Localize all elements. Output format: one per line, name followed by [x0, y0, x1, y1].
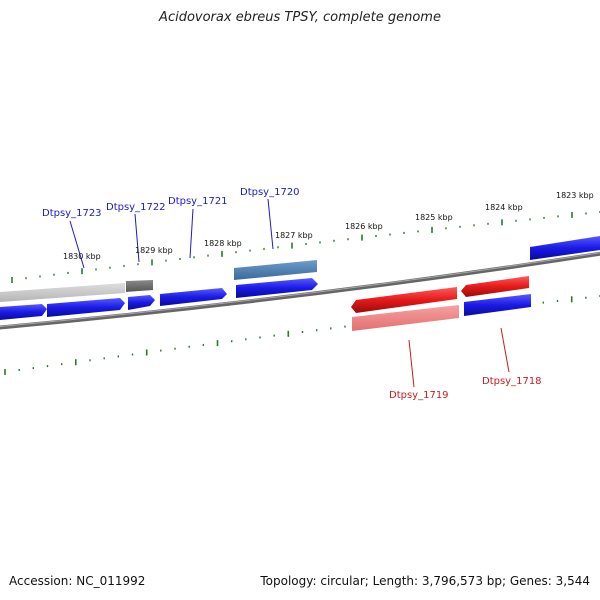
map-title: Acidovorax ebreus TPSY, complete genome — [159, 10, 441, 25]
gene-label-dtpsy-1718[interactable]: Dtpsy_1718 — [482, 376, 542, 387]
ruler-track-upper — [11, 211, 600, 283]
gene-box-forward — [464, 294, 531, 316]
feature-box-steel-blue — [234, 260, 317, 280]
gene-arrow-forward — [47, 298, 125, 317]
genome-backbone — [0, 251, 600, 330]
scale-label-1824: 1824 kbp — [485, 203, 523, 212]
gene-arrow-dtpsy-1721 — [160, 288, 227, 306]
gene-arrow-dtpsy-1722 — [128, 295, 155, 310]
scale-label-1826: 1826 kbp — [345, 222, 383, 231]
leader-line-dtpsy-1721 — [189, 208, 194, 259]
leader-line-dtpsy-1718 — [500, 327, 510, 373]
scale-label-1828: 1828 kbp — [204, 239, 242, 248]
scale-label-1823: 1823 kbp — [556, 191, 594, 200]
genome-summary-text: Topology: circular; Length: 3,796,573 bp… — [260, 574, 590, 588]
gene-box-dtpsy-1719-pale — [352, 305, 459, 331]
gene-arrow-dtpsy-1719 — [351, 287, 457, 313]
gene-label-dtpsy-1722[interactable]: Dtpsy_1722 — [106, 202, 166, 213]
accession-text: Accession: NC_011992 — [9, 574, 146, 588]
gene-label-dtpsy-1721[interactable]: Dtpsy_1721 — [168, 196, 228, 207]
scale-label-1830: 1830 kbp — [63, 252, 101, 261]
gene-arrow-forward — [0, 304, 47, 320]
leader-line-dtpsy-1719 — [408, 339, 415, 388]
leader-line-dtpsy-1723 — [69, 220, 85, 269]
leader-line-dtpsy-1722 — [134, 213, 140, 263]
gene-label-dtpsy-1723[interactable]: Dtpsy_1723 — [42, 208, 102, 219]
scale-label-1829: 1829 kbp — [135, 246, 173, 255]
feature-box-dark-gray — [126, 280, 153, 292]
genome-backbone-highlight — [0, 252, 600, 328]
gene-arrow-dtpsy-1718 — [461, 276, 529, 297]
scale-label-1825: 1825 kbp — [415, 213, 453, 222]
gene-label-dtpsy-1720[interactable]: Dtpsy_1720 — [240, 187, 300, 198]
feature-box-light-gray — [0, 283, 125, 302]
gene-label-dtpsy-1719[interactable]: Dtpsy_1719 — [389, 390, 449, 401]
gene-arrow-dtpsy-1720 — [236, 278, 318, 298]
scale-label-1827: 1827 kbp — [275, 231, 313, 240]
gene-arrow-forward — [530, 236, 600, 260]
leader-line-dtpsy-1720 — [267, 198, 274, 250]
